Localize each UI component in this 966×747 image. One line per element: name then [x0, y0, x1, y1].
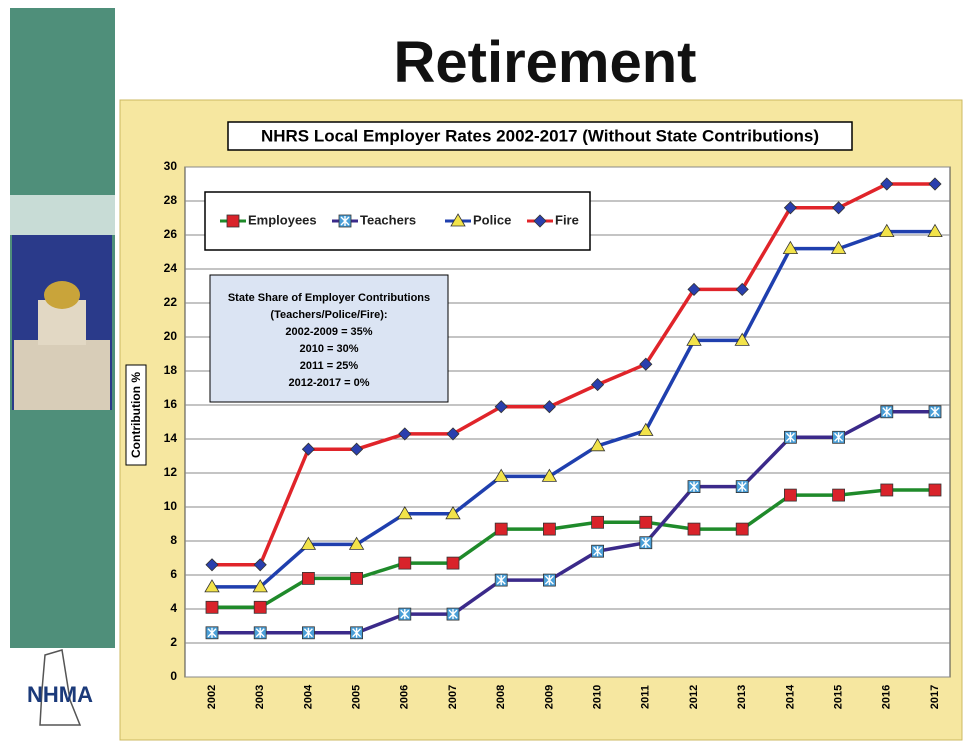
data-marker — [640, 516, 652, 528]
data-marker — [543, 523, 555, 535]
y-tick-label: 20 — [164, 329, 178, 343]
legend-label: Police — [473, 212, 511, 227]
data-marker — [784, 489, 796, 501]
x-tick-label: 2016 — [881, 685, 893, 709]
x-tick-label: 2008 — [495, 685, 507, 709]
x-tick-label: 2013 — [736, 685, 748, 709]
annotation-line: 2002-2009 = 35% — [285, 326, 372, 338]
x-tick-label: 2017 — [929, 685, 941, 709]
y-axis-label: Contribution % — [129, 372, 143, 458]
chart-title: NHRS Local Employer Rates 2002-2017 (Wit… — [261, 126, 819, 145]
logo-text: NHMA — [27, 682, 93, 707]
legend-marker — [227, 215, 239, 227]
legend-label: Employees — [248, 212, 317, 227]
data-marker — [881, 484, 893, 496]
data-marker — [206, 601, 218, 613]
data-marker — [929, 484, 941, 496]
legend-label: Teachers — [360, 212, 416, 227]
y-tick-label: 26 — [164, 227, 178, 241]
y-tick-label: 2 — [170, 635, 177, 649]
y-tick-label: 8 — [170, 533, 177, 547]
x-tick-label: 2003 — [254, 685, 266, 709]
y-tick-label: 0 — [170, 669, 177, 683]
y-tick-label: 14 — [164, 431, 178, 445]
y-tick-label: 22 — [164, 295, 178, 309]
data-marker — [495, 523, 507, 535]
x-tick-label: 2011 — [640, 685, 652, 709]
y-tick-label: 4 — [170, 601, 177, 615]
sidebar-band — [10, 195, 115, 235]
annotation-line: 2012-2017 = 0% — [288, 377, 369, 389]
slide: NHMA Retirement NHRS Local Employer Rate… — [0, 0, 966, 742]
data-marker — [399, 557, 411, 569]
x-tick-label: 2010 — [592, 685, 604, 709]
x-tick-label: 2005 — [351, 685, 363, 709]
y-tick-label: 6 — [170, 567, 177, 581]
x-tick-label: 2009 — [543, 685, 555, 709]
y-tick-label: 30 — [164, 159, 178, 173]
slide-title: Retirement — [394, 30, 697, 95]
data-marker — [351, 572, 363, 584]
y-tick-label: 28 — [164, 193, 178, 207]
data-marker — [592, 516, 604, 528]
building — [14, 340, 110, 410]
data-marker — [688, 523, 700, 535]
data-marker — [302, 572, 314, 584]
annotation-line: 2011 = 25% — [300, 360, 359, 372]
x-tick-label: 2004 — [302, 684, 314, 709]
data-marker — [736, 523, 748, 535]
data-marker — [833, 489, 845, 501]
x-tick-label: 2012 — [688, 685, 700, 709]
annotation-line: (Teachers/Police/Fire): — [270, 309, 387, 321]
y-tick-label: 12 — [164, 465, 178, 479]
data-marker — [447, 557, 459, 569]
annotation-line: State Share of Employer Contributions — [228, 292, 430, 304]
legend-label: Fire — [555, 212, 579, 227]
x-tick-label: 2006 — [399, 685, 411, 709]
y-tick-label: 16 — [164, 397, 178, 411]
x-tick-label: 2015 — [833, 685, 845, 709]
dome — [44, 281, 80, 309]
x-tick-label: 2002 — [206, 685, 218, 709]
x-tick-label: 2007 — [447, 685, 459, 709]
annotation-line: 2010 = 30% — [299, 343, 358, 355]
y-tick-label: 10 — [164, 499, 178, 513]
data-marker — [254, 601, 266, 613]
x-tick-label: 2014 — [784, 684, 796, 709]
y-tick-label: 18 — [164, 363, 178, 377]
y-tick-label: 24 — [164, 261, 178, 275]
